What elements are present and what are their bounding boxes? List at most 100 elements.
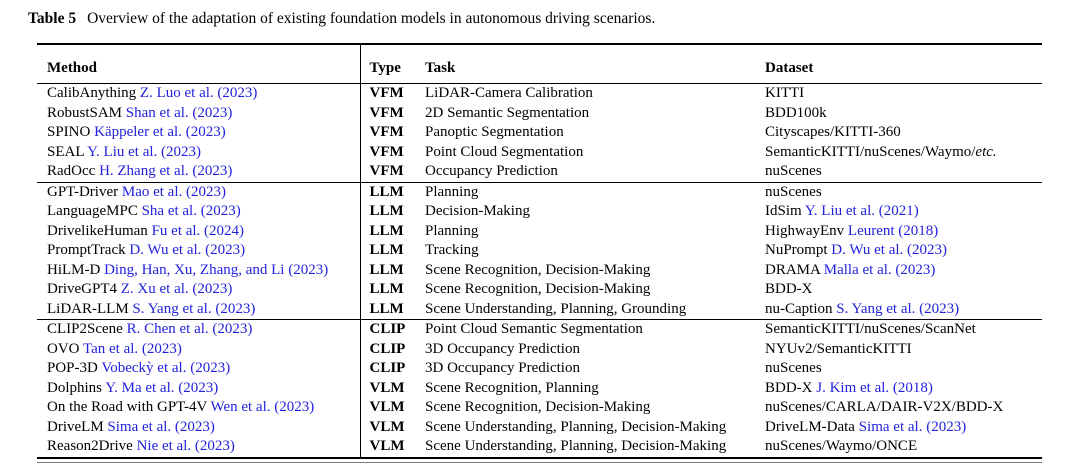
dataset-citation-link[interactable]: Sima et al. (2023) bbox=[854, 418, 967, 435]
method-cell: DriveLM Sima et al. (2023) bbox=[37, 417, 361, 437]
dataset-citation-link[interactable]: Leurent (2018) bbox=[844, 222, 939, 239]
table-row: GPT-Driver Mao et al. (2023) LLM Plannin… bbox=[37, 181, 1042, 202]
type-cell: LLM bbox=[369, 222, 404, 239]
dataset-citation-link[interactable]: Malla et al. (2023) bbox=[820, 261, 936, 278]
dataset-name: nuScenes/CARLA/DAIR-V2X/BDD-X bbox=[765, 399, 1004, 415]
method-name: Reason2Drive bbox=[47, 438, 133, 454]
method-citation-link[interactable]: Sha et al. (2023) bbox=[137, 203, 241, 219]
method-name: RadOcc bbox=[47, 163, 96, 179]
task-cell: Point Cloud Segmentation bbox=[425, 143, 584, 160]
task-cell: Point Cloud Semantic Segmentation bbox=[425, 319, 765, 340]
method-citation-link[interactable]: Ding, Han, Xu, Zhang, and Li (2023) bbox=[100, 261, 329, 278]
table-row: CalibAnything Z. Luo et al. (2023) VFM L… bbox=[37, 83, 1042, 104]
method-citation-link[interactable]: Sima et al. (2023) bbox=[103, 418, 215, 435]
type-cell: VFM bbox=[369, 124, 404, 140]
method-cell: Dolphins Y. Ma et al. (2023) bbox=[37, 378, 361, 398]
table-row: SPINO Käppeler et al. (2023) VFM Panopti… bbox=[37, 123, 1042, 143]
column-header-method: Method bbox=[37, 44, 361, 84]
method-cell: SEAL Y. Liu et al. (2023) bbox=[37, 142, 361, 162]
type-cell: VFM bbox=[369, 85, 404, 101]
table-row: RadOcc H. Zhang et al. (2023) VFM Occupa… bbox=[37, 162, 1042, 182]
method-citation-link[interactable]: Z. Luo et al. (2023) bbox=[136, 85, 258, 101]
dataset-cell: Cityscapes/KITTI-360 bbox=[765, 123, 1042, 143]
method-cell: RobustSAM Shan et al. (2023) bbox=[37, 103, 361, 123]
method-citation-link[interactable]: Nie et al. (2023) bbox=[132, 438, 235, 454]
method-citation-link[interactable]: Käppeler et al. (2023) bbox=[90, 124, 226, 140]
type-cell: LLM bbox=[369, 261, 404, 278]
method-name: OVO bbox=[47, 340, 80, 357]
method-name: DriveGPT4 bbox=[47, 281, 117, 297]
dataset-cell: nu-Caption S. Yang et al. (2023) bbox=[765, 300, 1042, 320]
dataset-name: nuScenes bbox=[765, 360, 822, 376]
task-cell: Scene Understanding, Planning, Grounding bbox=[425, 300, 687, 317]
method-citation-link[interactable]: Y. Liu et al. (2023) bbox=[83, 143, 202, 160]
table-row: On the Road with GPT-4V Wen et al. (2023… bbox=[37, 398, 1042, 418]
dataset-citation-link[interactable]: S. Yang et al. (2023) bbox=[832, 300, 960, 317]
dataset-etc-italic: etc. bbox=[975, 143, 997, 160]
dataset-name: KITTI bbox=[765, 85, 805, 101]
method-citation-link[interactable]: S. Yang et al. (2023) bbox=[128, 300, 256, 317]
table-row: CLIP2Scene R. Chen et al. (2023) CLIP Po… bbox=[37, 319, 1042, 340]
method-citation-link[interactable]: Mao et al. (2023) bbox=[118, 183, 226, 200]
dataset-cell: BDD-X J. Kim et al. (2018) bbox=[765, 379, 1042, 399]
dataset-cell: SemanticKITTI/nuScenes/ScanNet bbox=[765, 319, 1042, 340]
method-name: CalibAnything bbox=[47, 85, 137, 101]
method-citation-link[interactable]: Vobeckỳ et al. (2023) bbox=[97, 360, 231, 376]
type-cell: VFM bbox=[369, 104, 404, 121]
method-cell: DriveGPT4 Z. Xu et al. (2023) bbox=[37, 280, 361, 300]
task-cell: Scene Recognition, Decision-Making bbox=[425, 281, 651, 297]
method-citation-link[interactable]: Y. Ma et al. (2023) bbox=[102, 379, 219, 396]
dataset-cell: nuScenes bbox=[765, 162, 1042, 182]
table-container: Method Type Task Dataset CalibAnything Z… bbox=[37, 43, 1042, 463]
dataset-name: SemanticKITTI/nuScenes/ScanNet bbox=[765, 321, 976, 337]
method-name: LanguageMPC bbox=[47, 203, 138, 219]
column-header-dataset: Dataset bbox=[765, 44, 1042, 84]
table-row: DrivelikeHuman Fu et al. (2024) LLM Plan… bbox=[37, 221, 1042, 241]
method-cell: LiDAR-LLM S. Yang et al. (2023) bbox=[37, 299, 361, 320]
dataset-citation-link[interactable]: Y. Liu et al. (2021) bbox=[801, 203, 919, 219]
method-cell: OVO Tan et al. (2023) bbox=[37, 339, 361, 359]
table-row: Reason2Drive Nie et al. (2023) VLM Scene… bbox=[37, 437, 1042, 458]
method-citation-link[interactable]: Wen et al. (2023) bbox=[207, 399, 315, 415]
method-citation-link[interactable]: Tan et al. (2023) bbox=[79, 340, 182, 357]
dataset-citation-link[interactable]: J. Kim et al. (2018) bbox=[812, 379, 933, 396]
column-header-task: Task bbox=[425, 44, 765, 84]
table-caption: Table 5 Overview of the adaptation of exi… bbox=[28, 9, 655, 28]
method-cell: HiLM-D Ding, Han, Xu, Zhang, and Li (202… bbox=[37, 260, 361, 280]
dataset-name: nuScenes bbox=[765, 183, 822, 200]
task-cell: Decision-Making bbox=[425, 203, 530, 219]
task-cell: Occupancy Prediction bbox=[425, 163, 558, 179]
table-row: DriveLM Sima et al. (2023) VLM Scene Und… bbox=[37, 417, 1042, 437]
dataset-cell: KITTI bbox=[765, 84, 1042, 104]
table-bottom-rule bbox=[37, 461, 1042, 463]
dataset-cell: BDD100k bbox=[765, 104, 1042, 124]
method-name: CLIP2Scene bbox=[47, 321, 123, 337]
method-citation-link[interactable]: H. Zhang et al. (2023) bbox=[95, 163, 233, 179]
method-citation-link[interactable]: Fu et al. (2024) bbox=[147, 222, 245, 239]
table-caption-label: Table 5 bbox=[28, 10, 77, 27]
method-name: PromptTrack bbox=[47, 242, 126, 258]
dataset-name: DriveLM-Data bbox=[765, 418, 855, 435]
method-name: SPINO bbox=[47, 124, 91, 140]
dataset-name: DRAMA bbox=[765, 261, 821, 278]
method-name: DriveLM bbox=[47, 418, 104, 435]
method-citation-link[interactable]: Shan et al. (2023) bbox=[122, 104, 233, 121]
method-name: GPT-Driver bbox=[47, 183, 119, 200]
table-section-1: GPT-Driver Mao et al. (2023) LLM Plannin… bbox=[37, 181, 1042, 320]
foundation-models-table: Method Type Task Dataset CalibAnything Z… bbox=[37, 43, 1042, 459]
type-cell: VLM bbox=[369, 399, 405, 415]
method-citation-link[interactable]: Z. Xu et al. (2023) bbox=[117, 281, 233, 297]
method-name: Dolphins bbox=[47, 379, 103, 396]
method-cell: Reason2Drive Nie et al. (2023) bbox=[37, 437, 361, 458]
table-row: SEAL Y. Liu et al. (2023) VFM Point Clou… bbox=[37, 142, 1042, 162]
method-name: SEAL bbox=[47, 143, 84, 160]
task-cell: 2D Semantic Segmentation bbox=[425, 104, 590, 121]
method-citation-link[interactable]: D. Wu et al. (2023) bbox=[125, 242, 246, 258]
table-row: DriveGPT4 Z. Xu et al. (2023) LLM Scene … bbox=[37, 280, 1042, 300]
type-cell: CLIP bbox=[369, 360, 406, 376]
dataset-citation-link[interactable]: D. Wu et al. (2023) bbox=[827, 242, 948, 258]
method-citation-link[interactable]: R. Chen et al. (2023) bbox=[122, 321, 253, 337]
table-row: LiDAR-LLM S. Yang et al. (2023) LLM Scen… bbox=[37, 299, 1042, 320]
dataset-cell: DRAMA Malla et al. (2023) bbox=[765, 261, 1042, 281]
method-cell: CLIP2Scene R. Chen et al. (2023) bbox=[37, 319, 361, 340]
